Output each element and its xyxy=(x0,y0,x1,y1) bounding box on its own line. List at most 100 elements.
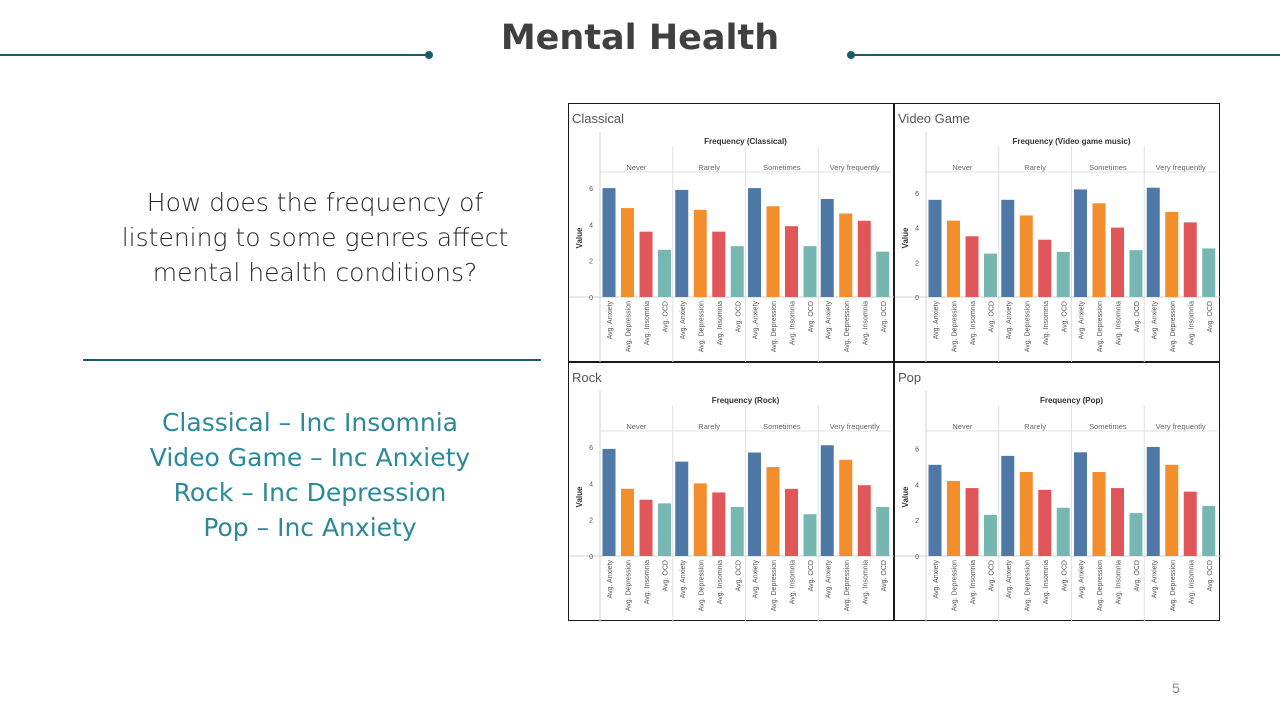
y-tick-label: 0 xyxy=(915,554,919,561)
bar xyxy=(602,448,616,556)
bar xyxy=(928,464,942,556)
x-tick-label: Avg. Insomnia xyxy=(1116,301,1123,345)
x-tick-label: Avg. Anxiety xyxy=(825,560,832,599)
bar xyxy=(621,208,634,297)
bar xyxy=(785,488,798,556)
bar xyxy=(820,198,834,297)
x-tick-label: Avg. Insomnia xyxy=(790,560,797,604)
x-tick-label: Avg. OCD xyxy=(1207,301,1214,332)
y-tick-label: 6 xyxy=(589,186,593,193)
x-tick-label: Avg. Depression xyxy=(771,560,778,611)
group-label: Never xyxy=(952,422,973,431)
x-tick-label: Avg. Depression xyxy=(771,301,778,352)
x-tick-label: Avg. OCD xyxy=(1134,301,1141,332)
finding-pop: Pop – Inc Anxiety xyxy=(203,513,417,542)
title-rule-right xyxy=(851,54,1280,56)
y-tick-label: 6 xyxy=(589,445,593,452)
x-tick-label: Avg. OCD xyxy=(1061,301,1068,332)
bar xyxy=(602,188,616,297)
x-tick-label: Avg. Depression xyxy=(1170,301,1177,352)
bar xyxy=(947,480,960,556)
chart-title: Rock xyxy=(572,370,602,385)
research-question: How does the frequency of listening to s… xyxy=(121,188,509,287)
x-tick-label: Avg. Anxiety xyxy=(680,301,687,340)
finding-classical: Classical – Inc Insomnia xyxy=(161,408,459,437)
x-tick-label: Avg. Insomnia xyxy=(970,301,977,345)
chart-pop: Pop Frequency (Pop) Value 0 2 4 6 Never Avg. Anx… xyxy=(894,362,1221,622)
x-tick-label: Avg. OCD xyxy=(1134,560,1141,591)
y-tick-label: 6 xyxy=(915,191,919,198)
bar xyxy=(1165,211,1179,297)
x-tick-label: Avg. OCD xyxy=(735,560,742,591)
bar xyxy=(675,461,689,556)
bar xyxy=(621,488,634,556)
y-tick-label: 2 xyxy=(915,518,919,525)
x-tick-label: Avg. Depression xyxy=(698,301,705,352)
title-rule-left xyxy=(0,54,428,56)
chart-classical: Classical Frequency (Classical) Value 0 2 4 6 N… xyxy=(568,103,895,363)
bar xyxy=(803,246,817,297)
x-tick-label: Avg. Insomnia xyxy=(1043,301,1050,345)
x-tick-label: Avg. Insomnia xyxy=(862,560,869,604)
bar xyxy=(639,231,653,297)
x-tick-label: Avg. Insomnia xyxy=(1043,560,1050,604)
x-tick-label: Avg. Depression xyxy=(1024,560,1031,611)
group-label: Rarely xyxy=(1024,422,1046,431)
bar xyxy=(965,236,979,297)
bar xyxy=(1183,491,1197,556)
x-tick-label: Avg. Depression xyxy=(626,301,633,352)
x-tick-label: Avg. Depression xyxy=(1097,301,1104,352)
bar xyxy=(730,246,744,297)
chart-video-game-svg: Video Game Frequency (Video game music) Va… xyxy=(895,111,1221,363)
group-label: Very frequently xyxy=(1156,163,1206,172)
chart-classical-svg: Classical Frequency (Classical) Value 0 2 4 6 N… xyxy=(569,111,895,363)
group-label: Rarely xyxy=(1024,163,1046,172)
chart-rock: Rock Frequency (Rock) Value 0 2 4 6 Never Avg. A… xyxy=(568,362,895,622)
bar xyxy=(928,199,942,297)
x-tick-label: Avg. Anxiety xyxy=(1006,301,1013,340)
y-tick-label: 0 xyxy=(915,295,919,302)
bar xyxy=(857,220,871,297)
group-label: Very frequently xyxy=(1156,422,1206,431)
x-tick-label: Avg. Insomnia xyxy=(790,301,797,345)
y-tick-label: 4 xyxy=(915,482,919,489)
x-tick-label: Avg. Depression xyxy=(1024,301,1031,352)
bar xyxy=(1019,471,1033,556)
x-tick-label: Avg. Depression xyxy=(844,301,851,352)
y-tick-label: 4 xyxy=(915,226,919,233)
bar xyxy=(1202,505,1216,556)
x-tick-label: Avg. OCD xyxy=(808,301,815,332)
x-tick-label: Avg. OCD xyxy=(808,560,815,591)
x-tick-label: Avg. Insomnia xyxy=(717,301,724,345)
bar xyxy=(984,253,997,297)
bar xyxy=(1202,248,1216,297)
group-label: Sometimes xyxy=(1089,422,1127,431)
bar xyxy=(1129,513,1143,556)
group-label: Sometimes xyxy=(1089,163,1127,172)
bar xyxy=(639,499,653,556)
bar xyxy=(1056,251,1070,297)
x-tick-label: Avg. Anxiety xyxy=(933,301,940,340)
x-tick-label: Avg. OCD xyxy=(663,301,670,332)
x-tick-label: Avg. OCD xyxy=(989,301,996,332)
bar xyxy=(748,188,761,297)
bar xyxy=(693,483,707,556)
x-tick-label: Avg. Depression xyxy=(626,560,633,611)
findings-list: Classical – Inc Insomnia Video Game – In… xyxy=(110,405,510,545)
bar xyxy=(1146,187,1160,297)
y-tick-label: 0 xyxy=(589,295,593,302)
group-label: Rarely xyxy=(698,163,720,172)
bar xyxy=(1001,199,1015,297)
bar xyxy=(748,452,761,556)
x-tick-label: Avg. OCD xyxy=(663,560,670,591)
bar xyxy=(1183,222,1197,297)
x-tick-label: Avg. Anxiety xyxy=(753,560,760,599)
x-tick-label: Avg. Anxiety xyxy=(1006,560,1013,599)
y-tick-label: 2 xyxy=(589,518,593,525)
group-label: Sometimes xyxy=(763,422,801,431)
chart-title: Video Game xyxy=(898,111,970,126)
bar xyxy=(1074,189,1087,297)
group-label: Never xyxy=(626,422,647,431)
bar xyxy=(1111,227,1124,297)
x-tick-label: Avg. Insomnia xyxy=(644,560,651,604)
